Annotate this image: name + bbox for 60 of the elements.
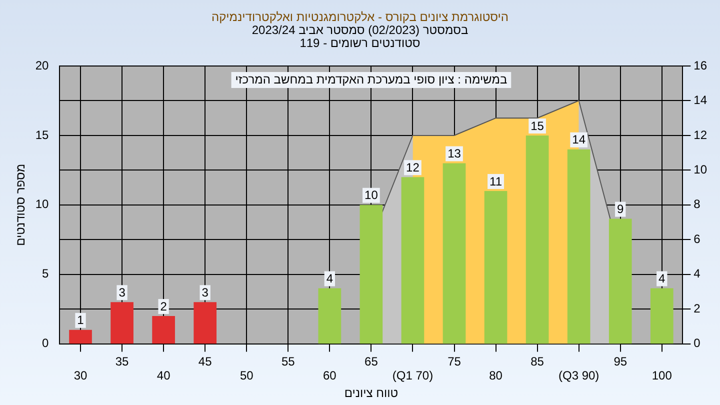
y2-tick-label: 6 <box>694 232 701 246</box>
data-label: 15 <box>530 118 544 133</box>
y2-tick-label: 12 <box>694 128 708 142</box>
bar <box>650 288 674 344</box>
bar <box>567 149 590 344</box>
data-label: 1 <box>77 313 84 328</box>
x-tick-label: 100 <box>652 368 672 383</box>
x-tick-label: (Q3 90) <box>558 368 600 383</box>
x-tick-label: 85 <box>530 354 544 368</box>
annotation: במשימה : ציון סופי במערכת האקדמית במחשב המרכזי <box>235 72 508 86</box>
bar <box>360 204 383 344</box>
y2-tick-label: 16 <box>694 58 708 72</box>
x-tick-label: 75 <box>448 354 462 368</box>
y2-tick-label: 2 <box>694 301 701 316</box>
x-tick-label: (Q1 70) <box>392 368 434 383</box>
x-tick-label: 65 <box>364 354 378 368</box>
y-tick-label: 5 <box>42 266 50 281</box>
x-tick-label: 55 <box>281 354 296 368</box>
y2-tick-label: 10 <box>694 162 708 176</box>
data-label: 14 <box>572 132 586 147</box>
x-tick-label: 35 <box>115 354 130 368</box>
bar <box>318 288 342 344</box>
y2-tick-label: 14 <box>694 93 708 108</box>
bar <box>194 302 217 344</box>
data-label: 2 <box>160 299 168 314</box>
data-label: 4 <box>326 272 334 286</box>
y2-tick-label: 4 <box>694 266 701 281</box>
y-tick-label: 0 <box>42 336 50 350</box>
y-tick-label: 20 <box>35 58 50 72</box>
data-label: 3 <box>118 285 126 300</box>
y2-tick-label: 8 <box>694 197 701 212</box>
chart-subtitle: בסמסטר (02/2023) סמסטר אביב 2023/24 סטודנטים רשומים - 119 <box>252 23 470 50</box>
y-tick-label: 10 <box>35 197 50 212</box>
data-label: 11 <box>490 174 502 188</box>
data-label: 9 <box>617 202 624 216</box>
bar <box>442 163 466 344</box>
x-tick-label: 80 <box>489 368 503 383</box>
x-tick-label: 60 <box>322 368 337 383</box>
data-label: 3 <box>202 285 209 300</box>
x-tick-label: 45 <box>198 354 212 368</box>
bar <box>526 135 549 344</box>
x-tick-label: 40 <box>156 368 171 383</box>
x-axis-title: טווח ציונים <box>344 386 398 400</box>
x-tick-label: 95 <box>614 354 628 368</box>
y-tick-label: 15 <box>35 128 50 142</box>
chart-title: היסטוגרמת ציונים בקורס - אלקטרומגנטיות ואלקטרודינמיקה <box>210 10 510 24</box>
bar <box>484 191 508 344</box>
x-tick-label: 30 <box>74 368 88 383</box>
bar <box>401 177 424 344</box>
y2-tick-label: 0 <box>694 336 701 350</box>
data-label: 13 <box>448 146 462 161</box>
bar <box>152 316 175 344</box>
bar <box>110 302 134 344</box>
bar <box>608 218 632 344</box>
data-label: 4 <box>658 272 666 286</box>
data-label: 10 <box>364 188 378 202</box>
x-tick-label: 50 <box>240 368 254 383</box>
bar <box>69 330 92 344</box>
data-label: 12 <box>406 160 420 174</box>
y-axis-title: מספר סטודנטים <box>14 164 28 246</box>
